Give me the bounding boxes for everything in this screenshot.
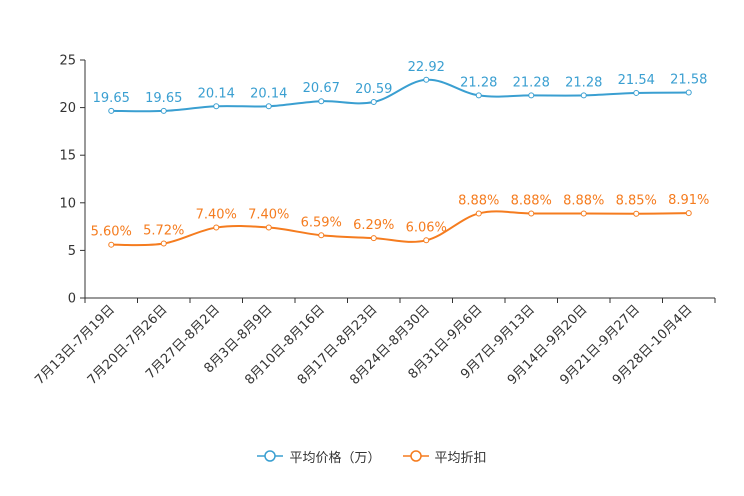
data-point[interactable]	[370, 98, 377, 105]
data-label: 19.65	[145, 91, 182, 106]
data-label: 20.59	[355, 82, 392, 97]
y-tick-label: 5	[68, 244, 76, 259]
data-label: 20.14	[198, 86, 235, 101]
data-point[interactable]	[633, 89, 640, 96]
legend-price-marker-icon	[257, 450, 284, 462]
data-label: 8.85%	[616, 194, 657, 209]
data-label: 6.59%	[301, 215, 342, 230]
series-line-1	[111, 210, 689, 247]
data-point[interactable]	[370, 235, 377, 242]
data-point[interactable]	[475, 92, 482, 99]
y-tick-label: 10	[59, 196, 76, 211]
data-label: 8.88%	[458, 193, 499, 208]
data-label: 22.92	[408, 60, 445, 75]
data-label: 7.40%	[196, 208, 237, 223]
data-label: 6.06%	[406, 220, 447, 235]
data-label: 21.58	[670, 73, 707, 88]
data-point[interactable]	[633, 210, 640, 217]
data-point[interactable]	[685, 210, 692, 217]
legend-discount-marker-icon	[402, 450, 429, 462]
data-point[interactable]	[265, 224, 272, 231]
data-point[interactable]	[528, 210, 535, 217]
legend-item-price[interactable]: 平均价格（万）	[257, 447, 381, 466]
data-point[interactable]	[475, 210, 482, 217]
data-point[interactable]	[160, 240, 167, 247]
legend-price-label: 平均价格（万）	[289, 450, 381, 466]
y-tick-label: 0	[68, 292, 76, 307]
y-tick-label: 25	[59, 54, 76, 69]
data-label: 6.29%	[353, 218, 394, 233]
data-point[interactable]	[580, 210, 587, 217]
data-label: 21.54	[618, 73, 655, 88]
data-point[interactable]	[318, 98, 325, 105]
legend-item-discount[interactable]: 平均折扣	[402, 447, 487, 466]
data-label: 21.28	[513, 75, 550, 90]
data-label: 20.67	[303, 81, 340, 96]
data-point[interactable]	[423, 76, 430, 83]
data-point[interactable]	[213, 103, 220, 110]
data-label: 8.88%	[511, 193, 552, 208]
y-tick-label: 20	[59, 101, 76, 116]
data-point[interactable]	[685, 89, 692, 96]
data-point[interactable]	[160, 107, 167, 114]
data-point[interactable]	[318, 232, 325, 239]
data-label: 8.91%	[668, 193, 709, 208]
data-label: 21.28	[565, 75, 602, 90]
data-point[interactable]	[108, 107, 115, 114]
data-label: 20.14	[250, 86, 287, 101]
y-tick-label: 15	[59, 149, 76, 164]
data-point[interactable]	[528, 92, 535, 99]
data-label: 21.28	[460, 75, 497, 90]
data-point[interactable]	[213, 224, 220, 231]
data-point[interactable]	[265, 103, 272, 110]
legend: 平均价格（万） 平均折扣	[0, 446, 744, 466]
data-label: 5.72%	[143, 224, 184, 239]
data-point[interactable]	[580, 92, 587, 99]
data-label: 7.40%	[248, 208, 289, 223]
data-point[interactable]	[423, 237, 430, 244]
data-label: 8.88%	[563, 193, 604, 208]
series-line-0	[111, 78, 689, 113]
series-layer: 19.65 19.65 20.14 20.14 20.67 20.59 22.92 21.28…	[91, 60, 709, 248]
data-point[interactable]	[108, 241, 115, 248]
data-label: 19.65	[93, 91, 130, 106]
data-label: 5.60%	[91, 225, 132, 240]
legend-discount-label: 平均折扣	[434, 450, 487, 466]
